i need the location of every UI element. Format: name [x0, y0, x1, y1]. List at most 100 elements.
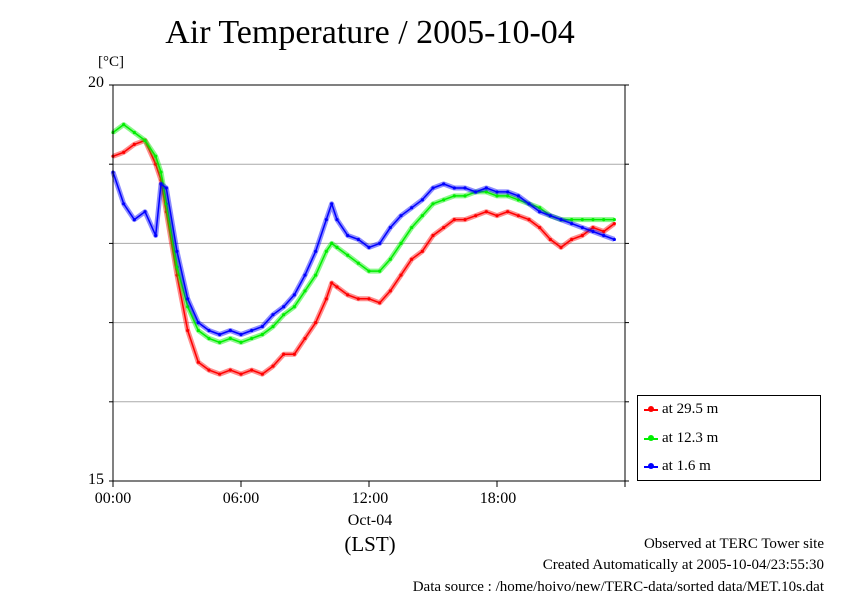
- data-point: [159, 182, 163, 186]
- data-point: [378, 269, 382, 273]
- data-point: [260, 372, 264, 376]
- data-point: [292, 293, 296, 297]
- x-tick-label-0000: 00:00: [94, 490, 132, 507]
- data-point: [175, 249, 179, 253]
- data-point: [580, 218, 584, 222]
- data-point: [527, 218, 531, 222]
- chart-title: Air Temperature / 2005-10-04: [165, 14, 575, 51]
- data-point: [474, 214, 478, 218]
- data-point: [143, 210, 147, 214]
- x-tick-label-1800: 18:00: [479, 490, 517, 507]
- data-point: [122, 150, 126, 154]
- data-point: [335, 245, 339, 249]
- data-point: [159, 170, 163, 174]
- data-point: [260, 324, 264, 329]
- data-point: [356, 237, 360, 242]
- legend-swatch-green: [644, 434, 658, 441]
- data-point: [452, 186, 456, 190]
- data-point: [346, 293, 350, 297]
- data-point: [612, 222, 616, 226]
- data-point: [420, 214, 424, 218]
- legend-label: at 29.5 m: [662, 401, 719, 417]
- data-point: [132, 218, 136, 222]
- data-point: [495, 194, 499, 198]
- data-point: [303, 273, 307, 277]
- data-point: [612, 218, 616, 222]
- grid-lines: [113, 163, 625, 403]
- data-point: [602, 233, 606, 238]
- data-point: [570, 218, 574, 222]
- data-point: [484, 210, 488, 214]
- data-point: [399, 273, 403, 277]
- y-axis-unit: [°C]: [98, 54, 124, 70]
- data-point: [271, 364, 275, 368]
- data-point: [175, 265, 179, 269]
- data-point: [132, 130, 136, 135]
- data-point: [442, 225, 446, 230]
- data-point: [314, 273, 318, 277]
- data-point: [420, 249, 424, 253]
- data-point: [570, 237, 574, 242]
- data-point: [356, 297, 360, 301]
- data-point: [516, 198, 520, 202]
- data-point: [516, 214, 520, 218]
- data-point: [378, 241, 382, 245]
- legend-swatch-red: [644, 405, 658, 412]
- x-tick-label-0600: 06:00: [222, 490, 260, 507]
- data-point: [591, 225, 595, 230]
- data-point: [303, 336, 307, 341]
- data-point: [186, 297, 190, 301]
- data-point: [602, 229, 606, 234]
- series-line-2: [112, 171, 615, 336]
- data-point: [324, 249, 328, 253]
- data-point: [218, 372, 222, 376]
- data-point: [271, 324, 275, 329]
- series-line-1: [112, 123, 615, 344]
- data-point: [218, 332, 222, 337]
- data-point: [239, 332, 243, 337]
- data-point: [410, 257, 414, 261]
- data-point: [324, 297, 328, 301]
- data-point: [527, 202, 531, 206]
- footer-site: Observed at TERC Tower site: [643, 536, 824, 552]
- x-tick-label-1200: 12:00: [351, 490, 389, 507]
- data-point: [218, 340, 222, 344]
- data-point: [154, 154, 158, 158]
- data-point: [154, 233, 158, 238]
- data-point: [314, 249, 318, 253]
- data-point: [367, 297, 371, 301]
- data-point: [292, 305, 296, 309]
- data-point: [367, 245, 371, 249]
- data-point: [207, 368, 211, 372]
- data-point: [122, 202, 126, 206]
- data-point: [175, 273, 179, 277]
- y-tick-label-top: 20: [88, 74, 104, 91]
- data-point: [463, 218, 467, 222]
- data-point: [164, 186, 168, 190]
- data-point: [271, 313, 275, 317]
- data-point: [282, 313, 286, 317]
- data-point: [228, 328, 232, 333]
- data-point: [431, 202, 435, 206]
- data-point: [207, 336, 211, 341]
- data-point: [442, 198, 446, 202]
- data-point: [330, 241, 334, 245]
- data-point: [538, 206, 542, 210]
- data-point: [228, 368, 232, 372]
- legend-item-12-3m: at 12.3 m: [644, 430, 718, 447]
- legend-label: at 1.6 m: [662, 458, 711, 474]
- data-point: [420, 198, 424, 202]
- data-point: [452, 218, 456, 222]
- data-point: [431, 233, 435, 238]
- data-point: [388, 289, 392, 293]
- legend: at 29.5 m at 12.3 m at 1.6 m: [637, 395, 821, 481]
- data-point: [495, 190, 499, 194]
- data-point: [548, 214, 552, 218]
- data-point: [580, 225, 584, 230]
- data-point: [250, 368, 254, 372]
- data-point: [506, 210, 510, 214]
- data-point: [399, 241, 403, 245]
- data-point: [548, 237, 552, 242]
- legend-item-1-6m: at 1.6 m: [644, 458, 711, 475]
